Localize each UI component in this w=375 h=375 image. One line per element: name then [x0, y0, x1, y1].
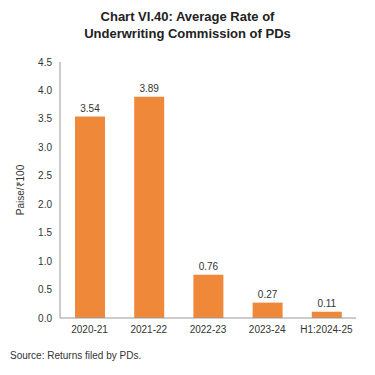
svg-text:2.0: 2.0 [38, 199, 52, 210]
svg-text:0.0: 0.0 [38, 313, 52, 324]
svg-text:3.89: 3.89 [139, 83, 159, 94]
svg-text:2.5: 2.5 [38, 170, 52, 181]
svg-text:0.11: 0.11 [317, 298, 336, 309]
svg-text:3.5: 3.5 [38, 113, 52, 124]
svg-text:2023-24: 2023-24 [249, 324, 286, 335]
svg-text:3.0: 3.0 [38, 142, 52, 153]
svg-text:2022-23: 2022-23 [190, 324, 227, 335]
svg-text:0.76: 0.76 [199, 261, 219, 272]
svg-text:H1:2024-25: H1:2024-25 [300, 324, 353, 335]
svg-text:Paise/₹100: Paise/₹100 [15, 164, 26, 215]
html-text:Chart VI.40: Average Rate of U: Chart VI.40: Average Rate of Underwritin… [84, 9, 291, 41]
svg-text:4.5: 4.5 [38, 57, 52, 68]
svg-text:3.54: 3.54 [80, 103, 100, 114]
svg-text:1.5: 1.5 [38, 227, 52, 238]
svg-text:2020-21: 2020-21 [71, 324, 108, 335]
svg-text:0.5: 0.5 [38, 284, 52, 295]
svg-text:2021-22: 2021-22 [130, 324, 167, 335]
svg-text:0.27: 0.27 [258, 289, 278, 300]
svg-text:4.0: 4.0 [38, 85, 52, 96]
svg-text:1.0: 1.0 [38, 256, 52, 267]
html-text:Source: Returns filed by PDs.: Source: Returns filed by PDs. [10, 350, 142, 361]
